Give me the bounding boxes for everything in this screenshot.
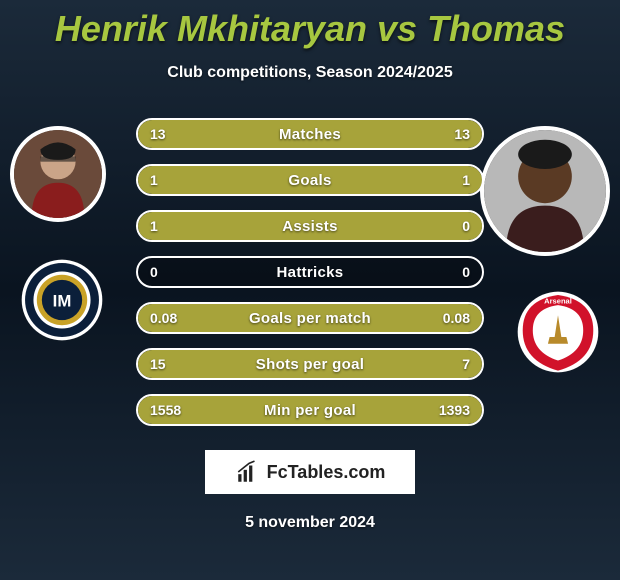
stat-row: 1Goals1 bbox=[136, 164, 484, 196]
brand-text: FcTables.com bbox=[267, 462, 386, 483]
stat-value-right: 0.08 bbox=[443, 310, 482, 326]
player-left-avatar bbox=[10, 126, 106, 222]
page-subtitle: Club competitions, Season 2024/2025 bbox=[0, 64, 620, 82]
stat-row: 1558Min per goal1393 bbox=[136, 394, 484, 426]
svg-text:IM: IM bbox=[53, 292, 72, 311]
stat-row: 13Matches13 bbox=[136, 118, 484, 150]
stat-label: Goals per match bbox=[138, 310, 482, 327]
stat-value-right: 0 bbox=[462, 264, 482, 280]
stat-label: Assists bbox=[138, 218, 482, 235]
date-text: 5 november 2024 bbox=[0, 514, 620, 532]
stats-block: 13Matches131Goals11Assists00Hattricks00.… bbox=[136, 118, 484, 426]
page-title: Henrik Mkhitaryan vs Thomas bbox=[0, 0, 620, 50]
svg-text:Arsenal: Arsenal bbox=[544, 296, 572, 305]
stat-row: 15Shots per goal7 bbox=[136, 348, 484, 380]
stat-row: 1Assists0 bbox=[136, 210, 484, 242]
stat-row: 0.08Goals per match0.08 bbox=[136, 302, 484, 334]
brand-logo: FcTables.com bbox=[205, 450, 415, 494]
stat-value-right: 13 bbox=[454, 126, 482, 142]
club-right-badge: Arsenal bbox=[516, 290, 600, 374]
player-right-avatar bbox=[480, 126, 610, 256]
stat-row: 0Hattricks0 bbox=[136, 256, 484, 288]
club-left-badge: IM bbox=[20, 258, 104, 342]
stat-value-right: 1 bbox=[462, 172, 482, 188]
stat-value-right: 0 bbox=[462, 218, 482, 234]
stat-label: Min per goal bbox=[138, 402, 482, 419]
stat-label: Goals bbox=[138, 172, 482, 189]
stat-label: Hattricks bbox=[138, 264, 482, 281]
stat-value-right: 7 bbox=[462, 356, 482, 372]
stat-value-right: 1393 bbox=[439, 402, 482, 418]
chart-icon bbox=[235, 459, 261, 485]
stat-label: Shots per goal bbox=[138, 356, 482, 373]
stat-label: Matches bbox=[138, 126, 482, 143]
